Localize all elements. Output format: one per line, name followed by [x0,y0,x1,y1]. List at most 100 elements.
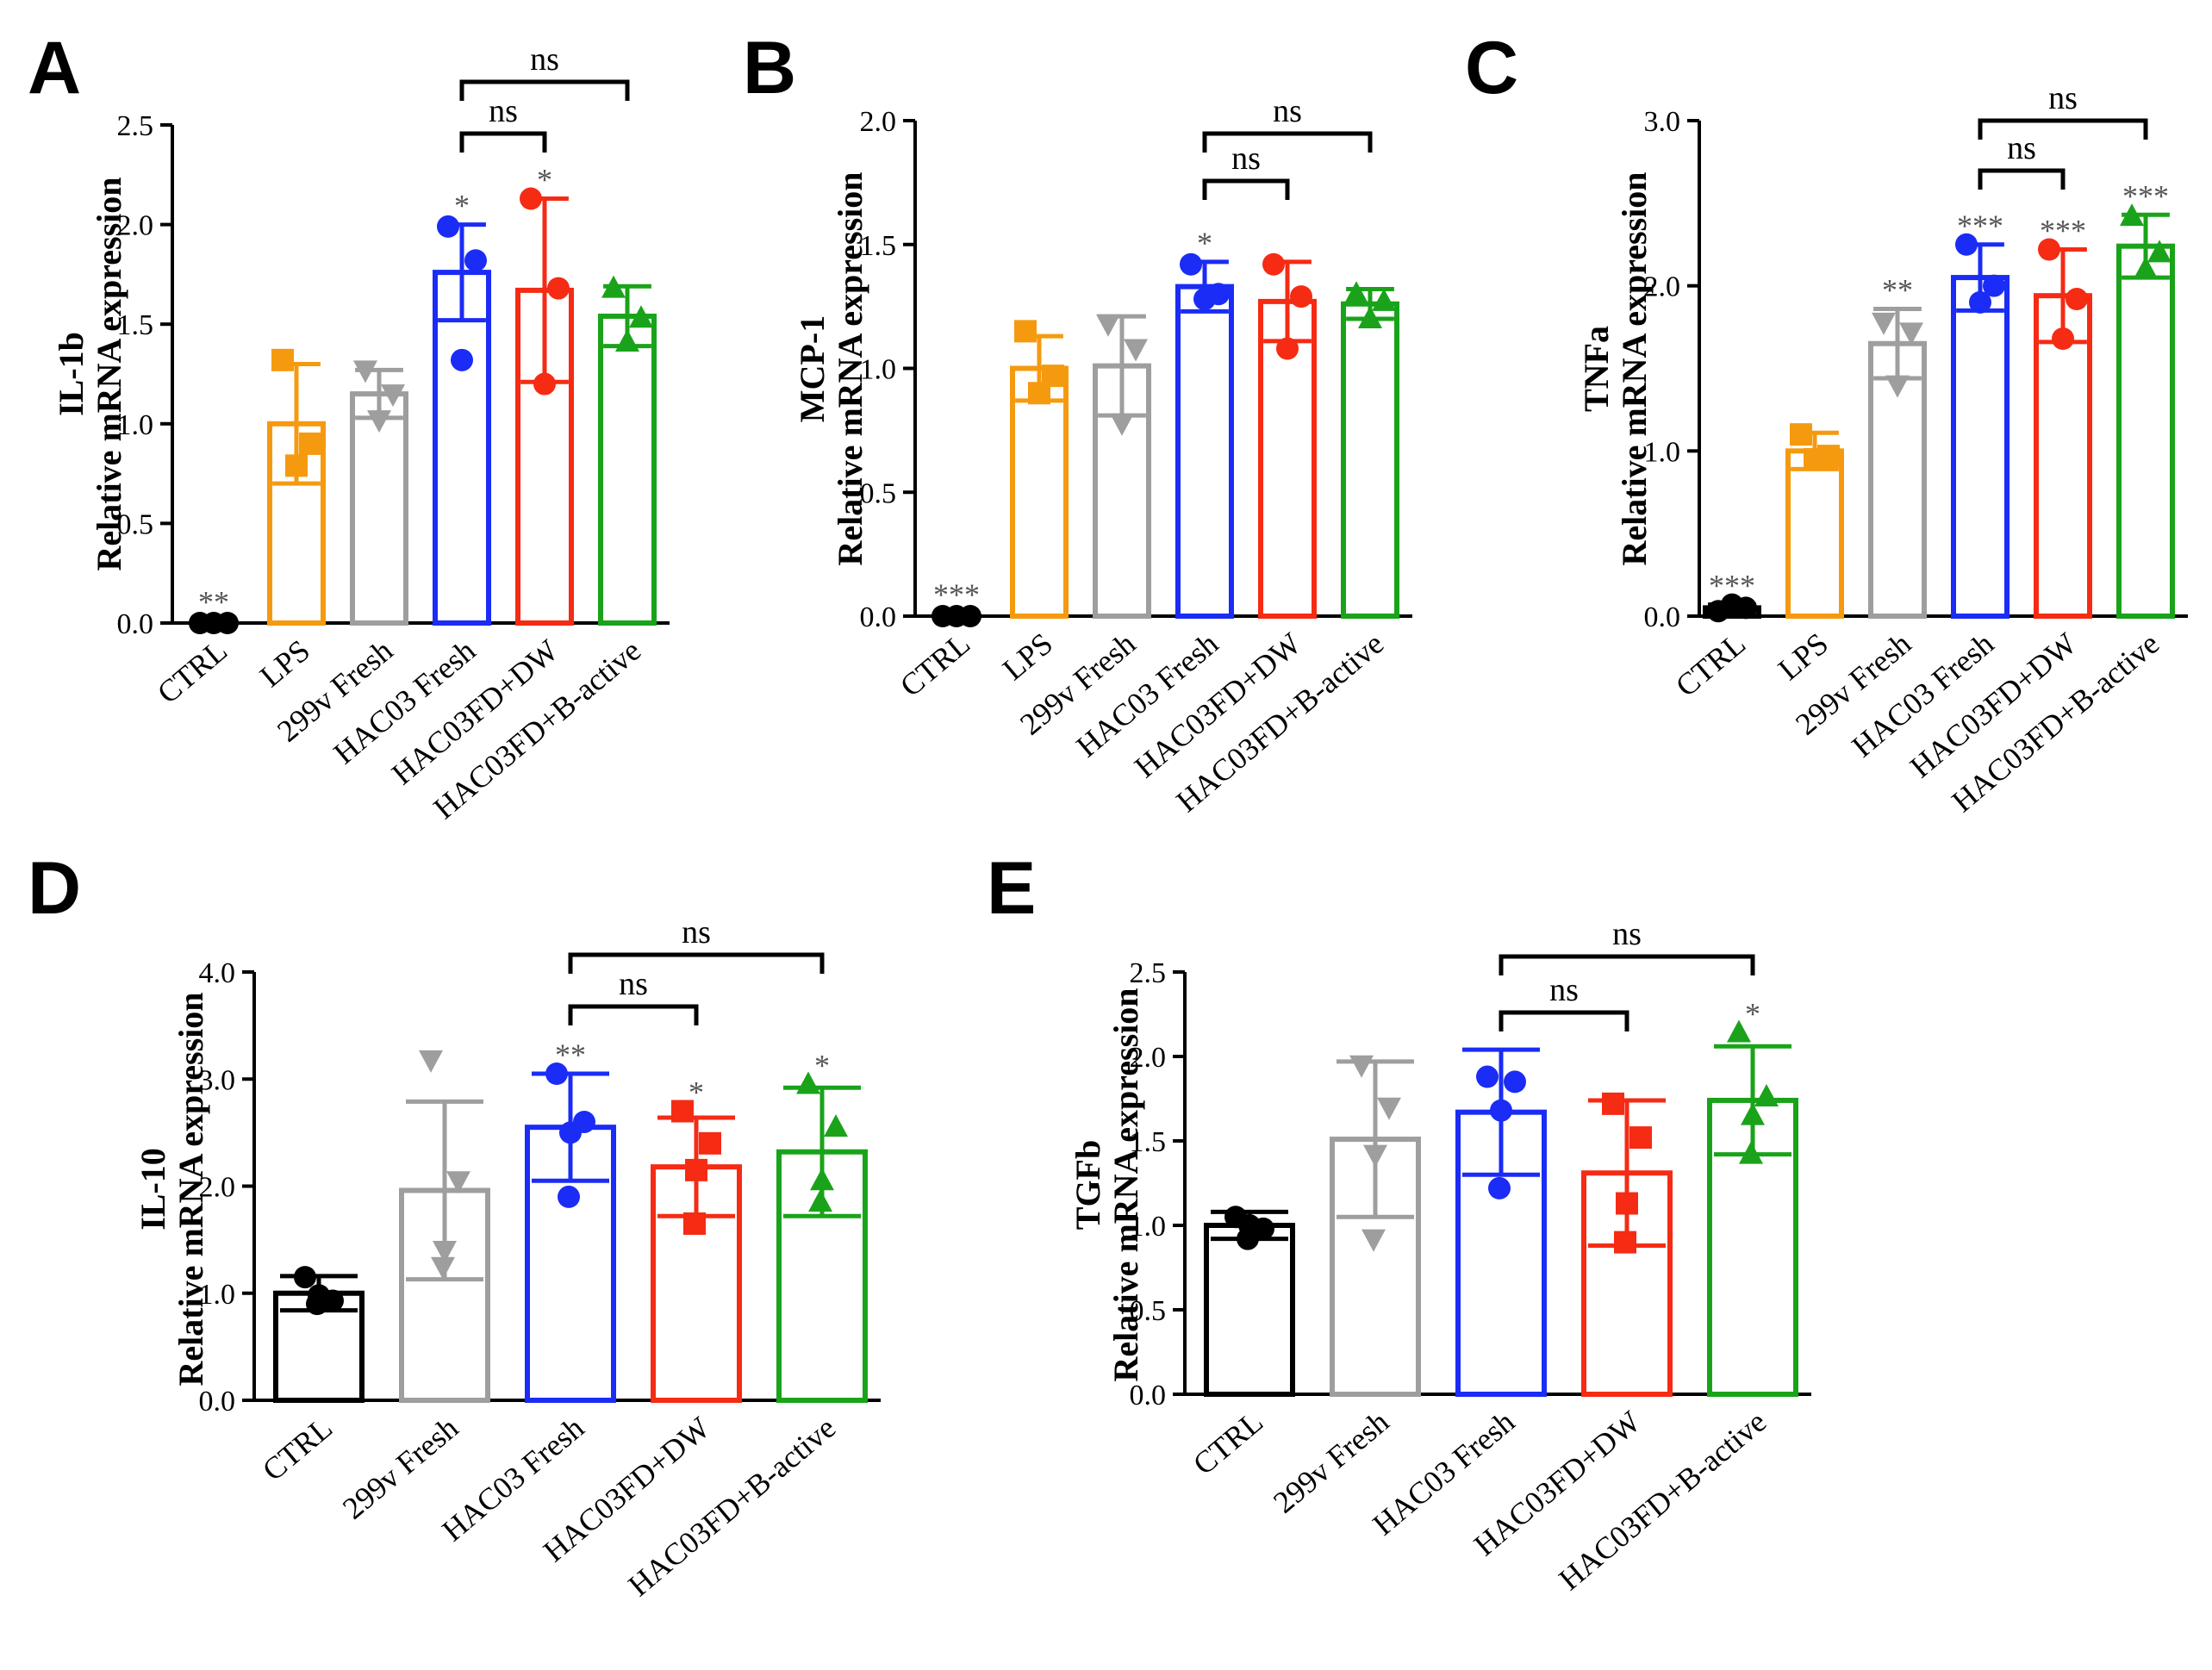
y-tick-label: 3.0 [199,1064,236,1096]
data-point [615,329,639,352]
y-tick-label: 1.0 [199,1279,236,1311]
panel-c: C TNFa Relative mRNA expression 0.0 1.0 2.0 3.… [1465,27,2188,819]
y-tick-label: 0.5 [117,508,154,540]
y-tick-label: 1.0 [860,354,897,386]
significance-label: ** [1882,273,1913,308]
data-point [353,360,377,383]
significance-label: * [454,189,470,223]
data-point [306,1293,328,1316]
data-point [699,1131,721,1155]
data-point [685,1158,707,1181]
panel-letter: E [987,847,1036,930]
comparison-bracket [1499,1010,1629,1031]
data-point [824,1114,848,1137]
data-point [419,1050,443,1073]
comparison-bracket [459,79,630,101]
bracket-label: ns [619,966,648,1002]
significance-label: *** [933,577,980,612]
significance-label: * [1745,997,1760,1031]
comparison-bracket [568,952,825,974]
significance-label: *** [1957,209,2003,243]
bracket-label: ns [1273,93,1302,129]
y-tick-label: 1.0 [1130,1211,1167,1243]
data-point [629,305,653,328]
comparison-bracket [459,131,547,153]
comparison-bracket [1202,178,1290,200]
panel-letter: D [28,847,81,930]
y-axis-title: IL-1b [52,332,90,416]
y-tick-label: 2.5 [117,110,154,142]
data-point [1290,285,1312,308]
y-axis-title: TGFb [1069,1140,1107,1230]
y-tick-label: 2.0 [1644,271,1681,303]
data-point [1629,1126,1652,1150]
significance-label: ** [198,585,229,620]
data-point [1790,423,1812,446]
bar-hac03-fresh [1951,275,2009,619]
y-tick-label: 2.5 [1130,957,1167,989]
data-point [1741,1102,1765,1125]
panel-b: B MCP-1 Relative mRNA expression 0.0 0.5 1.0 1… [743,27,1412,819]
y-axis-title: IL-10 [134,1148,172,1231]
x-category-label: HAC03FD+B-active [1552,1404,1773,1597]
bar-hac03-fresh [433,270,491,626]
data-point [547,277,570,300]
data-point [1735,596,1757,620]
comparison-bracket [1202,131,1373,153]
y-tick-label: 0.0 [1130,1380,1167,1411]
y-tick-label: 1.0 [117,409,154,441]
bar-ctrl [1204,1223,1295,1397]
data-point [1969,290,1991,314]
panel-a: A IL-1b Relative mRNA expression 0.0 0.5 1.0 1… [28,27,670,826]
data-point [808,1189,832,1212]
data-point [2120,203,2144,227]
comparison-bracket [1978,118,2148,140]
x-category-label: LPS [996,626,1059,687]
x-category-label: CTRL [894,626,976,703]
panel-letter: C [1465,27,1518,109]
x-category-label: CTRL [151,632,234,710]
data-point [1377,1097,1401,1120]
data-point [1504,1070,1526,1094]
data-point [1754,1084,1779,1107]
y-tick-label: 0.0 [1644,601,1681,633]
y-axis-subtitle: Relative mRNA expression [171,993,210,1386]
x-category-label: HAC03FD+B-active [621,1410,842,1603]
data-point [2052,327,2074,350]
bar-hac03fd-b-active [2116,243,2175,619]
panel-letter: A [28,27,81,109]
significance-label: * [689,1075,704,1110]
y-axis-title: MCP-1 [793,315,832,422]
y-tick-label: 0.0 [860,601,897,633]
y-tick-label: 2.0 [117,210,154,242]
data-point [1124,339,1148,362]
y-tick-label: 0.0 [117,608,154,640]
data-point [464,249,487,272]
bar-hac03-fresh [1175,284,1234,619]
data-point [1739,1141,1763,1164]
data-point [1276,337,1299,360]
bracket-label: ns [2007,130,2036,166]
data-point [1207,283,1230,306]
x-category-label: CTRL [1669,626,1752,703]
y-axis-title: TNFa [1577,326,1616,412]
data-point [1488,1176,1511,1200]
data-point [683,1212,706,1235]
data-point [1872,312,1896,335]
y-tick-label: 0.5 [860,477,897,509]
data-point [1490,1099,1512,1122]
data-point [959,605,981,627]
data-point [1042,365,1064,388]
data-point [1262,252,1285,276]
data-point [1358,306,1382,328]
x-category-label: CTRL [1187,1404,1269,1481]
data-point [810,1168,834,1191]
y-tick-label: 2.0 [199,1172,236,1204]
data-point [451,348,473,371]
data-point [1110,413,1134,436]
y-tick-label: 0.0 [199,1386,236,1418]
significance-label: *** [2122,178,2169,213]
data-point [671,1100,694,1123]
